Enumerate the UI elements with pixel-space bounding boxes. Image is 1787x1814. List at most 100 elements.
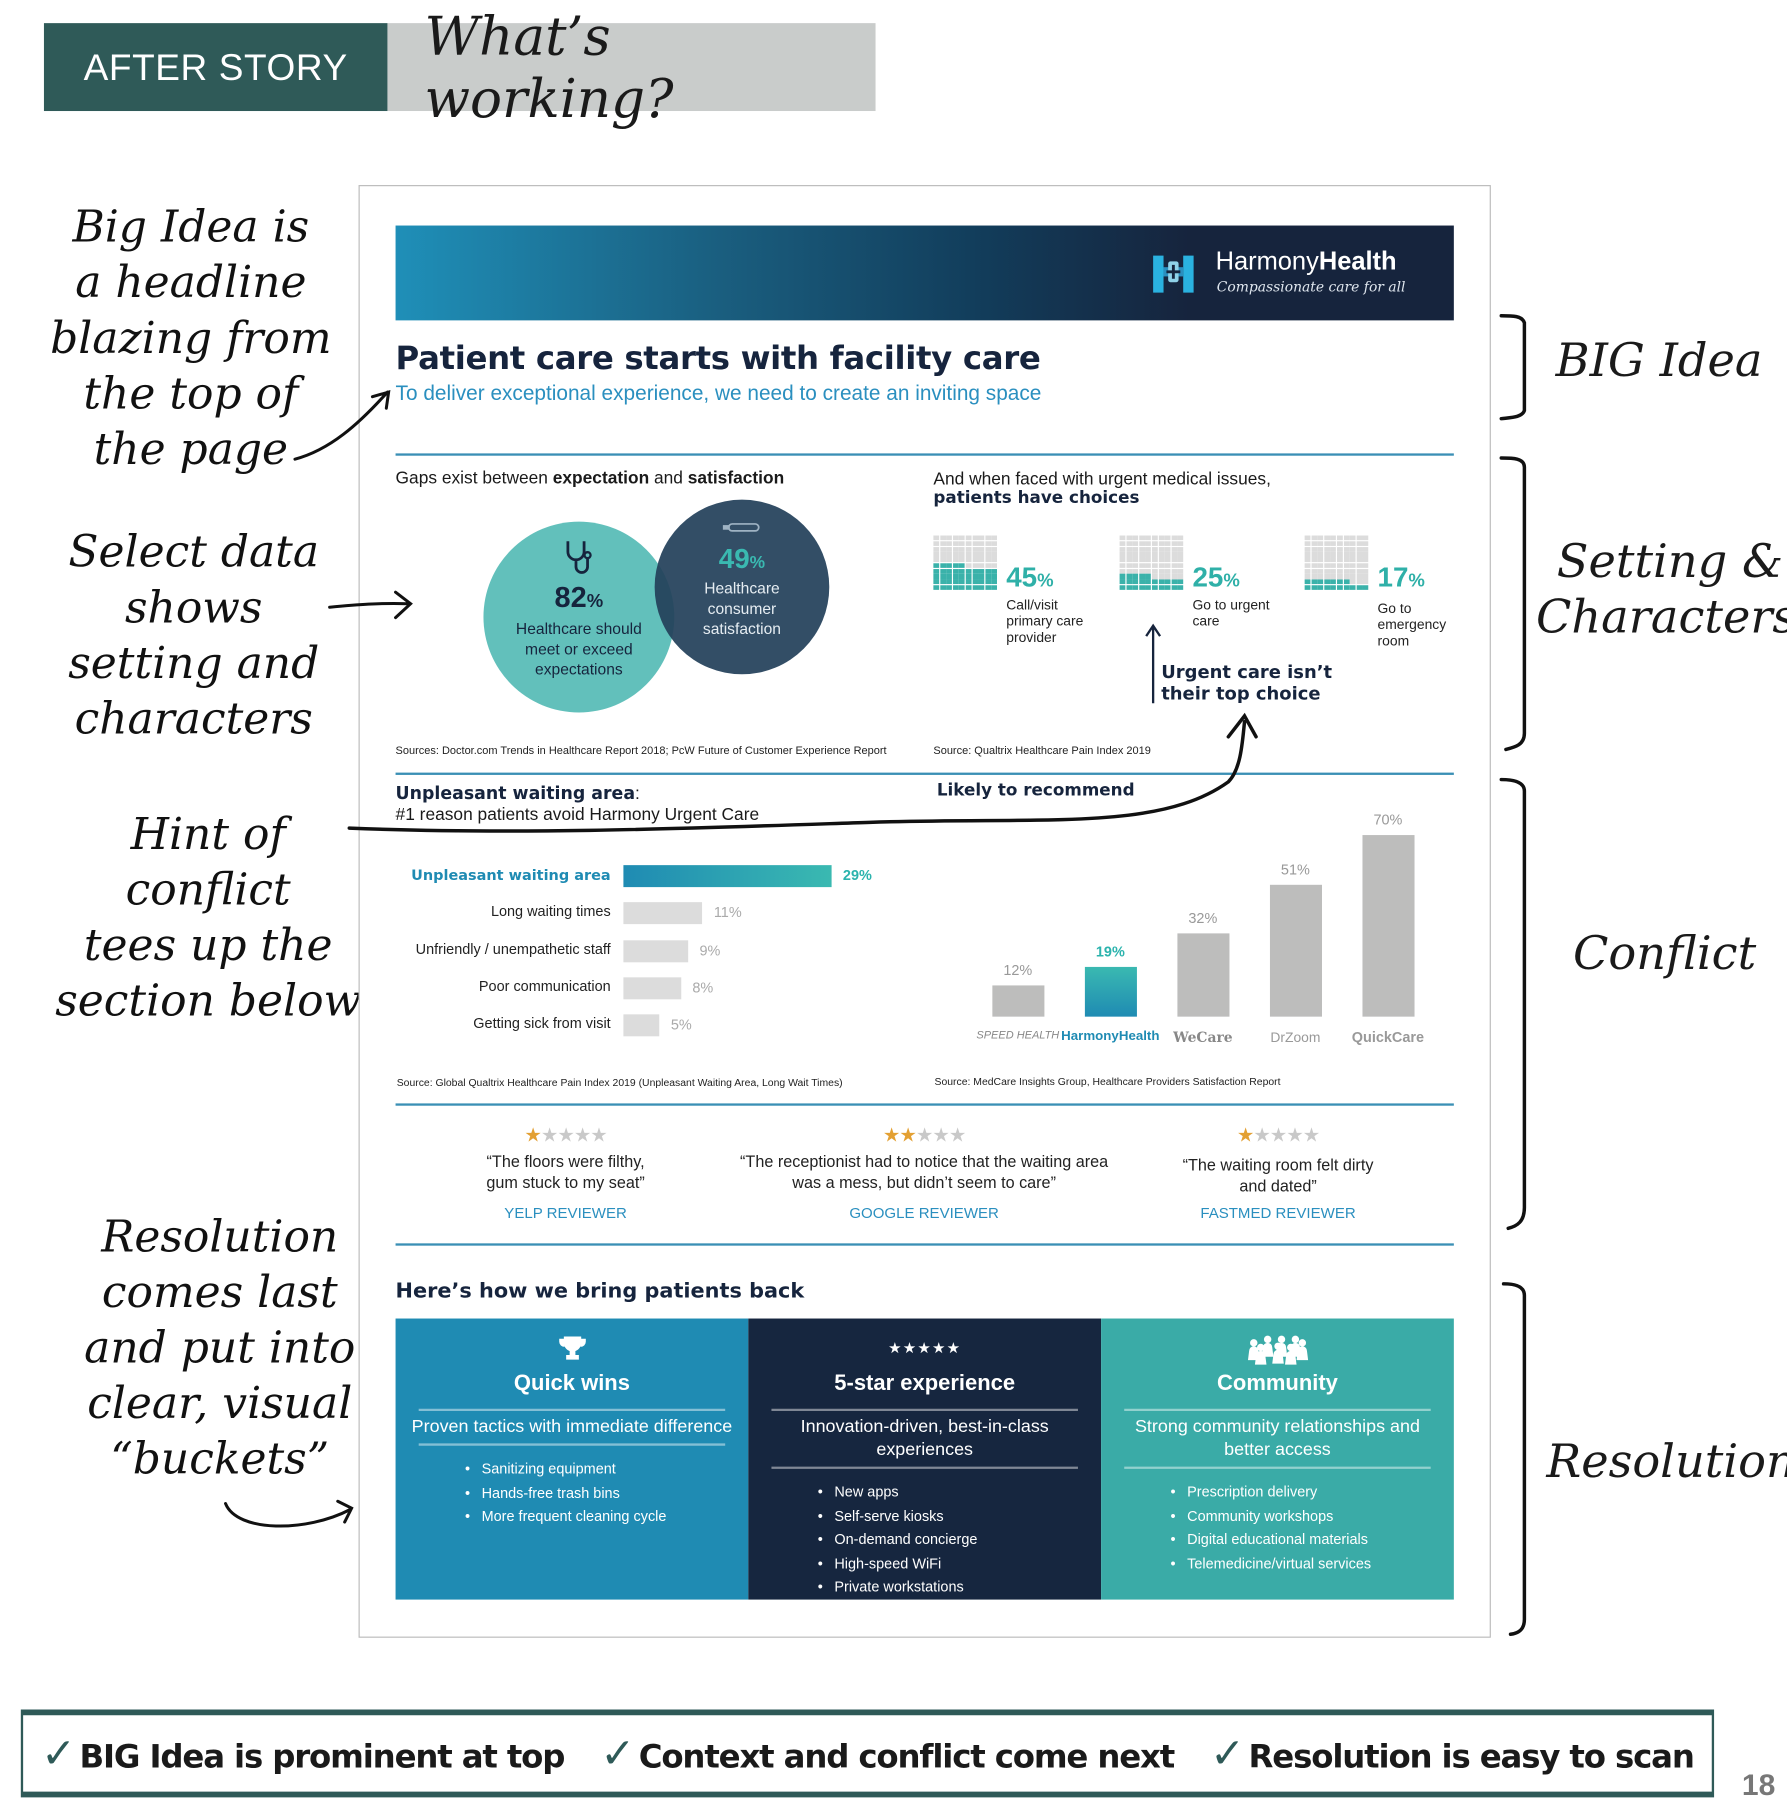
waffle-cell — [1171, 535, 1178, 541]
waffle-cell — [1317, 585, 1324, 591]
waffle-cell — [1317, 535, 1324, 541]
waffle-cell — [1311, 541, 1317, 546]
waffle-cell — [1158, 552, 1165, 557]
waffle-cell — [1126, 546, 1132, 552]
column — [1084, 967, 1137, 1017]
waffle-cell — [1171, 552, 1178, 557]
waffle-cell — [1362, 585, 1369, 591]
waffle-cell — [1362, 552, 1369, 557]
waffle-cell — [1311, 574, 1317, 580]
waffle-cell — [1177, 541, 1184, 546]
waffle-cell — [1304, 585, 1311, 591]
waffle-cell — [1138, 546, 1145, 552]
waffle-cell — [1158, 585, 1165, 591]
waffle-cell — [965, 557, 972, 563]
waffle-cell — [939, 579, 946, 585]
waffle-cell — [1349, 574, 1356, 580]
source-note: Source: Global Qualtrix Healthcare Pain … — [396, 1076, 843, 1089]
waffle-cell — [1164, 563, 1171, 568]
arrow-to-buckets — [224, 1499, 354, 1528]
waffle-cell — [1177, 579, 1184, 585]
waffle-cell — [1119, 574, 1126, 580]
bucket-list-item: Sanitizing equipment — [465, 1457, 748, 1481]
divider — [1124, 1408, 1431, 1412]
heading-text: Gaps exist between — [395, 468, 553, 489]
value: 45 — [1006, 562, 1038, 594]
source-note: Source: MedCare Insights Group, Healthca… — [934, 1075, 1281, 1088]
waffle-cell — [972, 585, 978, 591]
waffle-cell — [1349, 552, 1356, 557]
waffle-cell — [991, 557, 998, 563]
annotation-line: a headline — [75, 256, 307, 308]
waffle-cell — [978, 546, 985, 552]
waffle-cell — [1336, 535, 1343, 541]
waffle-cell — [1132, 541, 1139, 546]
brand-name: HarmonyHealth — [1216, 246, 1397, 276]
annotation-hint-conflict: Hint of conflict tees up the section below — [46, 806, 370, 1028]
waffle-cell — [1304, 563, 1311, 568]
check-icon: ✓ — [41, 1729, 76, 1778]
waffle-cell — [1126, 563, 1132, 568]
column-category-label: DrZoom — [1270, 1029, 1321, 1046]
waffle-cell — [939, 585, 946, 591]
waffle-cell — [1349, 579, 1356, 585]
waffle-cell — [1177, 563, 1184, 568]
waffle-cell — [1311, 557, 1317, 563]
waffle-cell — [1119, 585, 1126, 591]
waffle-cell — [1177, 552, 1184, 557]
star-empty-icon: ★ — [1269, 1124, 1288, 1147]
waffle-cell — [1304, 546, 1311, 552]
waffle-cell — [959, 579, 966, 585]
waffle-cell — [1145, 535, 1152, 541]
takeaway-text: Context and conflict come next — [638, 1736, 1176, 1775]
waffle-cell — [1343, 574, 1350, 580]
annotation-line: Hint of — [130, 808, 286, 860]
waffle-cell — [1164, 568, 1171, 574]
resolution-bucket: ★★★★★ 5-star experience Innovation-driven,… — [748, 1318, 1102, 1600]
bar-category-label: Long waiting times — [490, 903, 611, 920]
waffle-cell — [1349, 563, 1356, 568]
label-big-idea: BIG Idea — [1555, 334, 1763, 388]
waffle-cell — [991, 574, 998, 580]
waffle-cell — [1126, 557, 1132, 563]
waffle-cell — [991, 541, 998, 546]
waffle-cell — [1151, 585, 1158, 591]
waffle-cell — [1151, 579, 1158, 585]
waffle-cell — [1132, 546, 1139, 552]
waffle-cell — [991, 546, 998, 552]
waffle-cell — [933, 585, 940, 591]
waffle-cell — [1132, 557, 1139, 563]
waffle-cell — [933, 546, 940, 552]
star-empty-icon: ★ — [1302, 1124, 1321, 1147]
waffle-cell — [1126, 579, 1132, 585]
page-subtitle: To deliver exceptional experience, we ne… — [395, 381, 1042, 405]
waffle-cell — [1164, 546, 1171, 552]
bucket-list-item: Digital educational materials — [1170, 1528, 1453, 1552]
waffle-cell — [1311, 552, 1317, 557]
star-empty-icon: ★ — [540, 1124, 559, 1147]
divider — [1124, 1466, 1431, 1469]
source-note: Source: Qualtrix Healthcare Pain Index 2… — [933, 744, 1151, 758]
waffle-cell — [1356, 574, 1363, 580]
harmony-logo-icon — [1153, 255, 1194, 293]
reviewer-label: GOOGLE REVIEWER — [849, 1204, 999, 1222]
waffle-cell — [1138, 552, 1145, 557]
waffle-cell — [1158, 541, 1165, 546]
divider — [771, 1408, 1078, 1412]
annotation-select-data: Select data shows setting and characters — [35, 524, 353, 746]
waffle-cell — [1158, 579, 1165, 585]
heading-bold: satisfaction — [687, 468, 785, 489]
bucket-title: 5-star experience — [834, 1371, 1016, 1397]
annotation-line: clear, visual — [87, 1377, 353, 1429]
takeaway-item: ✓ Context and conflict come next — [600, 1730, 1176, 1777]
waffle-cell — [991, 568, 998, 574]
waffle-cell — [1317, 557, 1324, 563]
waffle-cell — [1304, 557, 1311, 563]
check-icon: ✓ — [1210, 1729, 1245, 1778]
column-value-label: 12% — [1003, 962, 1033, 979]
value: 82 — [554, 581, 587, 615]
heading-text: : — [635, 784, 640, 804]
review-quote: “The waiting room felt dirty and dated” — [1182, 1155, 1374, 1195]
waffle-cell — [1145, 563, 1152, 568]
annotation-line: the page — [93, 423, 289, 475]
